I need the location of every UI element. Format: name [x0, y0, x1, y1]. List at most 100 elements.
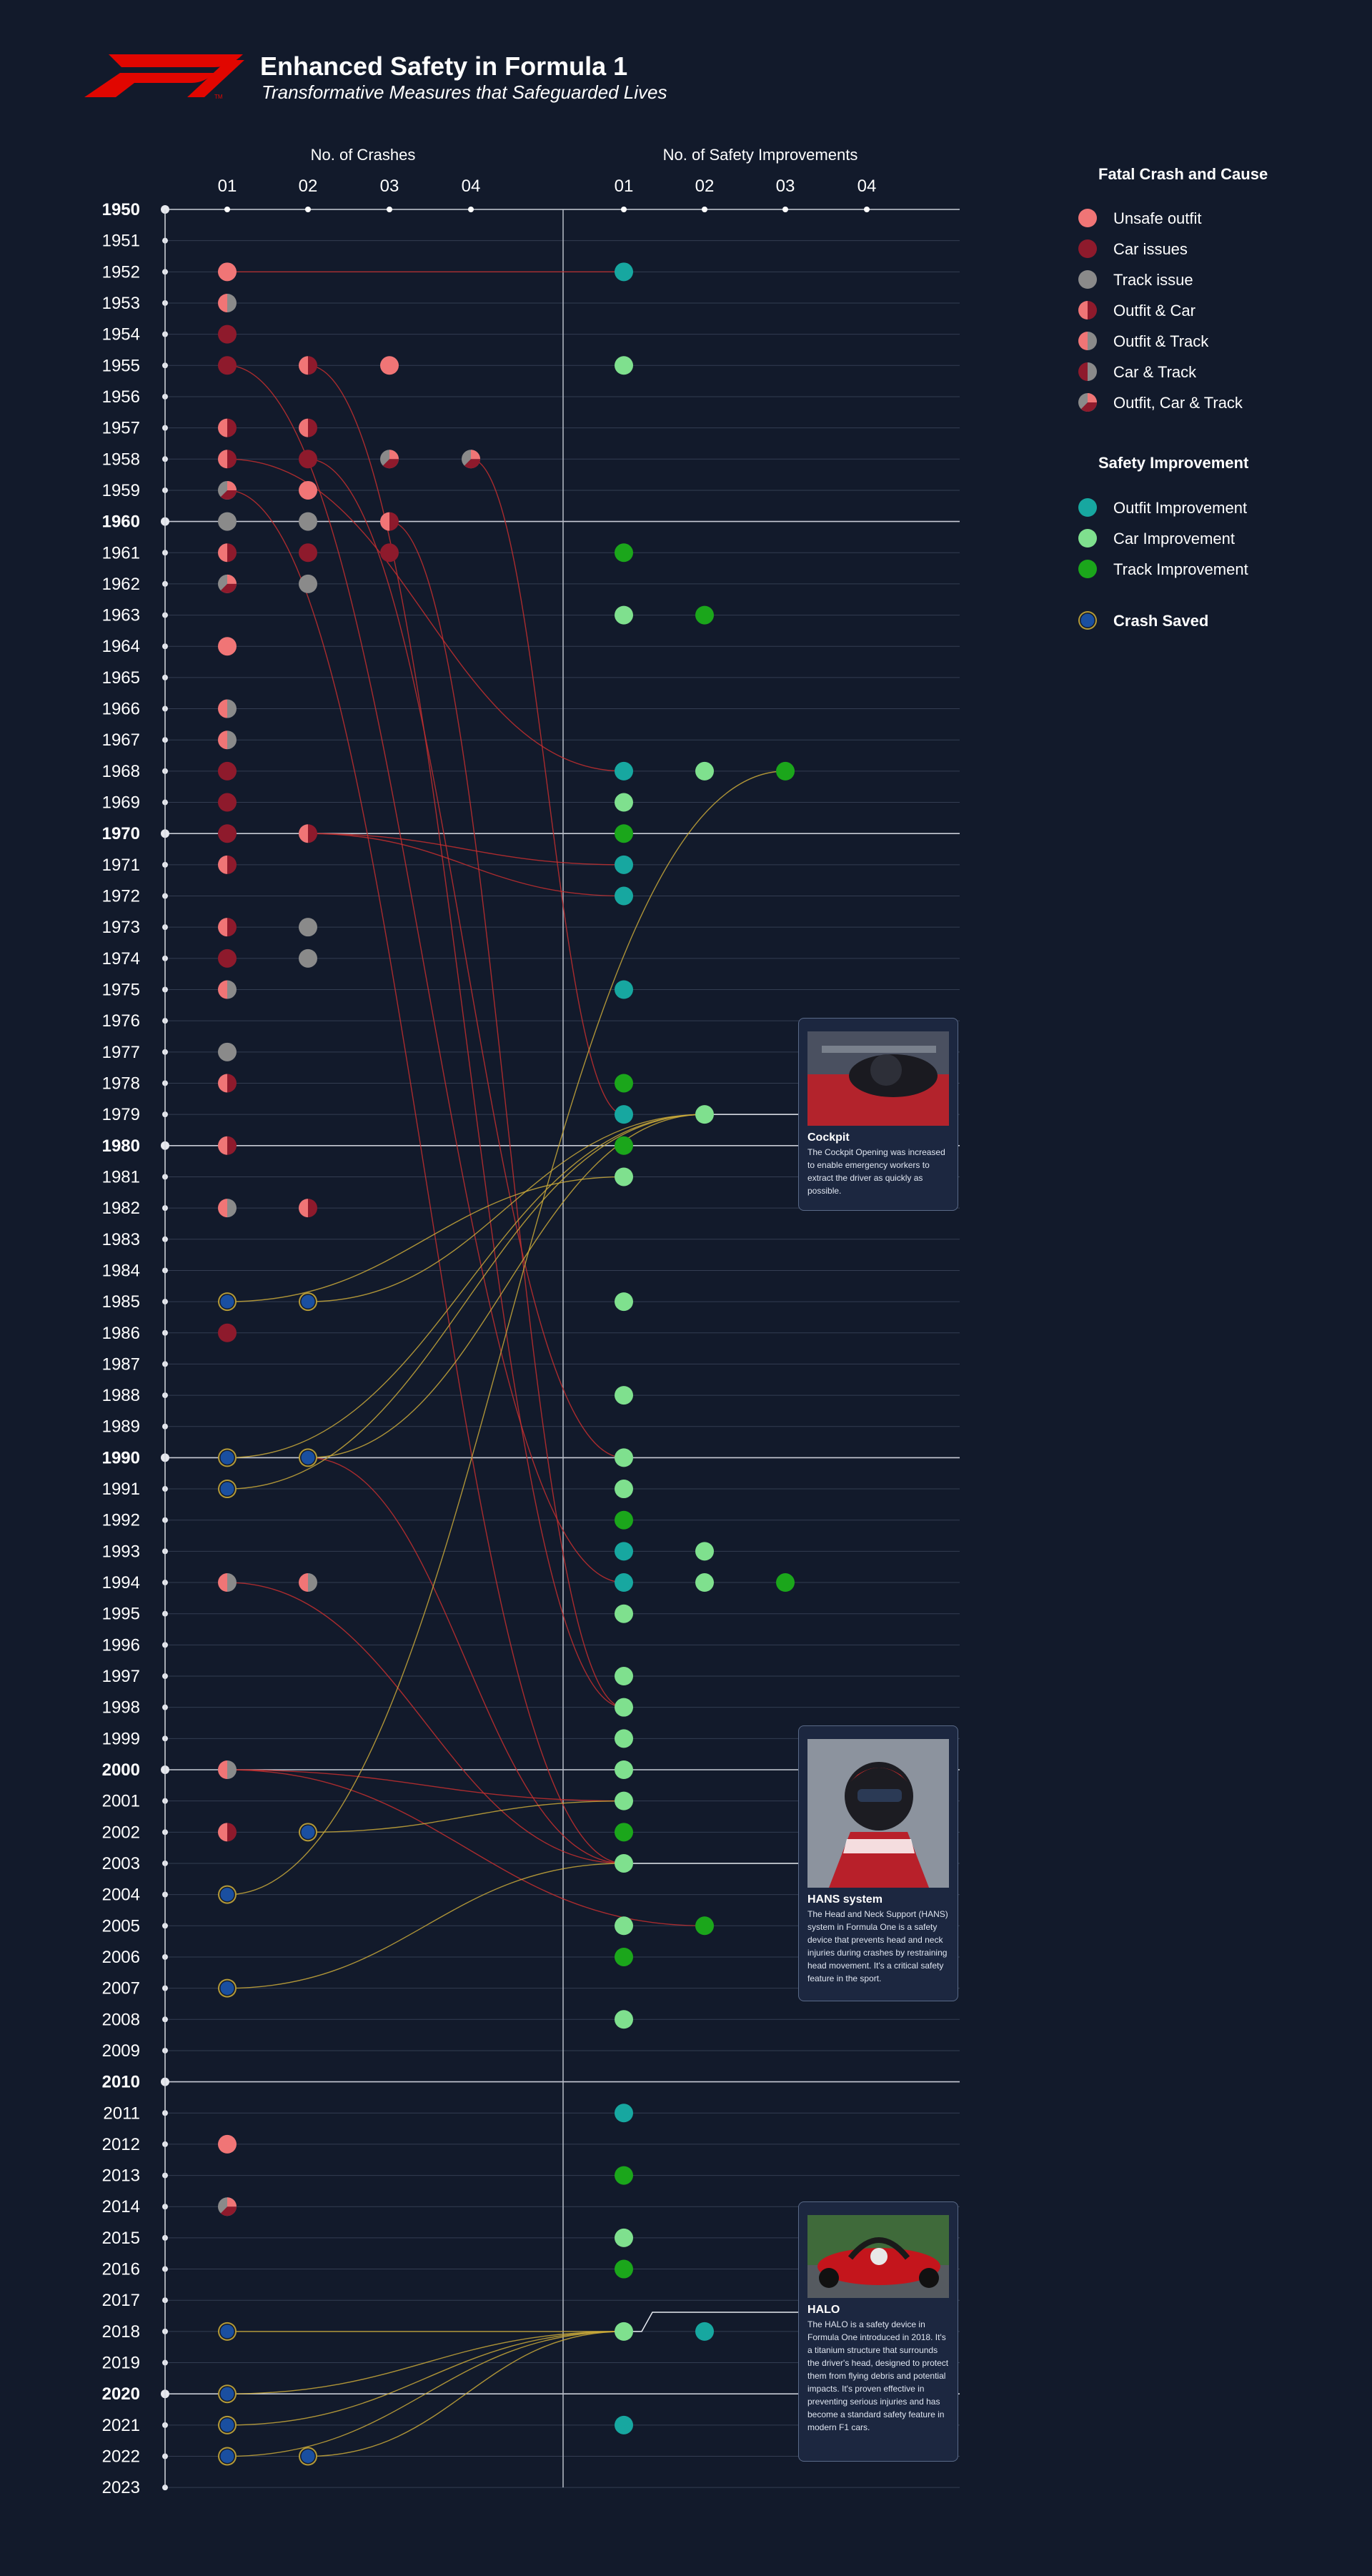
improvement-dot — [615, 761, 633, 781]
improvement-dot — [776, 761, 795, 781]
improvement-dot — [615, 1167, 633, 1187]
year-label: 1965 — [102, 668, 140, 688]
saved-link-curve — [307, 1114, 705, 1459]
crash-dot — [218, 293, 237, 312]
year-label: 1972 — [102, 887, 140, 906]
year-label: 2017 — [102, 2291, 140, 2310]
improvement-dot — [615, 262, 633, 282]
crash-dot — [218, 855, 237, 874]
legend-swatch-ci — [1078, 239, 1097, 258]
crash-dot — [218, 262, 237, 282]
saved-link-curve — [227, 2331, 625, 2426]
legend-swatch-uo — [1078, 209, 1097, 227]
crash-legend-title: Fatal Crash and Cause — [1098, 165, 1268, 183]
year-label: 1957 — [102, 419, 140, 438]
year-label: 1984 — [102, 1261, 140, 1280]
crash-dot — [299, 480, 317, 500]
improvement-dot — [615, 980, 633, 999]
crash-dot — [299, 512, 317, 531]
year-label: 2019 — [102, 2354, 140, 2373]
improvement-dot — [695, 761, 714, 781]
safety-legend-title: Safety Improvement — [1098, 454, 1249, 472]
improvement-dot — [695, 1916, 714, 1936]
year-label: 2001 — [102, 1792, 140, 1811]
cockpit-photo — [807, 1031, 949, 1126]
improvement-dot — [615, 1510, 633, 1530]
improvement-dot — [615, 793, 633, 812]
saved-link-curve — [307, 1800, 625, 1833]
year-label: 1955 — [102, 356, 140, 375]
crash-link-curve — [227, 1769, 705, 1926]
year-label: 1956 — [102, 387, 140, 407]
crash-link-curve — [470, 458, 625, 1115]
crash-dot — [218, 980, 237, 999]
column-tick-dot — [387, 207, 392, 212]
crash-dot — [218, 761, 237, 781]
crash-saved-dot — [299, 2447, 317, 2466]
crash-dot — [380, 543, 399, 563]
saved-link-curve — [227, 1114, 705, 1490]
saved-link-curve — [307, 1114, 705, 1302]
year-label: 1980 — [102, 1136, 140, 1156]
year-label: 2003 — [102, 1854, 140, 1873]
hans-card: HANS system The Head and Neck Support (H… — [798, 1725, 958, 2001]
crash-saved-dot — [218, 2384, 237, 2404]
year-label: 2011 — [103, 2104, 140, 2123]
improvement-dot — [615, 1573, 633, 1592]
f1-logo: TM — [84, 54, 244, 100]
crash-saved-dot — [218, 2447, 237, 2466]
crash-dot — [299, 450, 317, 469]
crash-link-curve — [227, 490, 625, 1864]
crash-dot — [299, 1199, 317, 1218]
improvement-dot — [615, 1729, 633, 1748]
cockpit-card-title: Cockpit — [807, 1131, 850, 1144]
year-label: 1958 — [102, 450, 140, 469]
crash-dot — [218, 730, 237, 750]
year-label: 1996 — [102, 1635, 140, 1655]
crash-saved-dot — [299, 1823, 317, 1842]
year-label: 1968 — [102, 762, 140, 781]
cockpit-card: Cockpit The Cockpit Opening was increase… — [798, 1018, 958, 1211]
crash-dot — [218, 543, 237, 563]
crash-link-curve — [307, 833, 625, 897]
year-label: 2010 — [102, 2073, 140, 2092]
year-label: 2007 — [102, 1979, 140, 1998]
year-label: 2005 — [102, 1916, 140, 1936]
year-label: 1987 — [102, 1354, 140, 1374]
legend-swatch-crash-saved — [1078, 611, 1097, 630]
improvement-dot — [615, 2322, 633, 2341]
crash-link-curve — [227, 1769, 625, 1802]
crash-dot — [218, 574, 237, 593]
legend-label: Outfit & Car — [1113, 302, 1195, 319]
column-tick-dot — [224, 207, 230, 212]
crash-dot — [218, 450, 237, 469]
year-label: 2014 — [102, 2197, 140, 2216]
saved-link-curve — [227, 771, 786, 1896]
year-label: 1981 — [102, 1167, 140, 1187]
improvement-dot — [615, 824, 633, 843]
crash-dot — [299, 418, 317, 437]
year-label: 1997 — [102, 1667, 140, 1686]
year-label: 2002 — [102, 1823, 140, 1842]
year-label: 2006 — [102, 1948, 140, 1967]
column-tick-dot — [782, 207, 788, 212]
saved-link-curve — [227, 2331, 625, 2457]
crash-dot — [218, 2197, 237, 2216]
improvement-dot — [695, 1573, 714, 1592]
year-label: 2023 — [102, 2478, 140, 2497]
crash-dot — [380, 450, 399, 469]
crash-dot — [218, 356, 237, 375]
crash-link-curve — [227, 1582, 625, 1864]
crash-count-tick: 01 — [218, 177, 237, 196]
safety-count-tick: 04 — [858, 177, 877, 196]
improvement-dot — [615, 543, 633, 563]
crash-count-tick: 02 — [299, 177, 318, 196]
year-label: 1950 — [102, 200, 140, 219]
year-label: 1966 — [102, 700, 140, 719]
year-label: 2016 — [102, 2260, 140, 2279]
year-label: 1962 — [102, 575, 140, 594]
legend-label: Car issues — [1113, 240, 1188, 258]
crash-dot — [218, 1074, 237, 1093]
